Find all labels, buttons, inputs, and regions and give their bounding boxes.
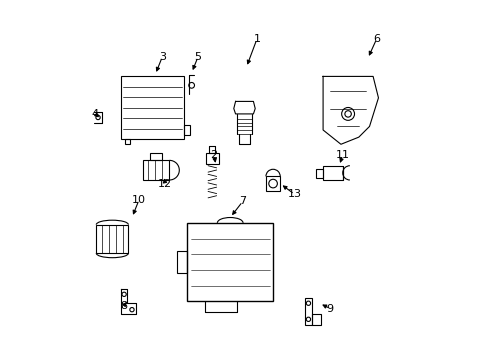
Text: 12: 12 xyxy=(158,179,172,189)
Text: 13: 13 xyxy=(287,189,301,199)
Text: 3: 3 xyxy=(159,52,165,62)
Bar xyxy=(315,169,323,178)
Bar xyxy=(323,166,342,180)
Text: 8: 8 xyxy=(120,301,127,311)
Text: 10: 10 xyxy=(132,195,146,204)
Bar xyxy=(121,76,183,139)
Bar xyxy=(96,225,128,253)
Bar xyxy=(311,314,320,325)
Bar xyxy=(265,176,280,191)
Bar xyxy=(305,298,311,325)
Bar xyxy=(183,125,190,135)
Text: 9: 9 xyxy=(326,303,333,314)
Text: 5: 5 xyxy=(194,52,201,62)
Text: 6: 6 xyxy=(372,34,379,44)
Text: 2: 2 xyxy=(210,150,217,160)
Bar xyxy=(176,251,187,273)
Bar xyxy=(124,139,130,144)
Text: 11: 11 xyxy=(335,150,349,160)
Bar xyxy=(142,160,169,180)
Text: 4: 4 xyxy=(91,109,99,119)
Bar xyxy=(205,153,218,164)
Bar xyxy=(149,153,162,160)
Text: 1: 1 xyxy=(253,34,260,44)
Text: 7: 7 xyxy=(239,197,246,206)
Bar xyxy=(187,223,272,301)
